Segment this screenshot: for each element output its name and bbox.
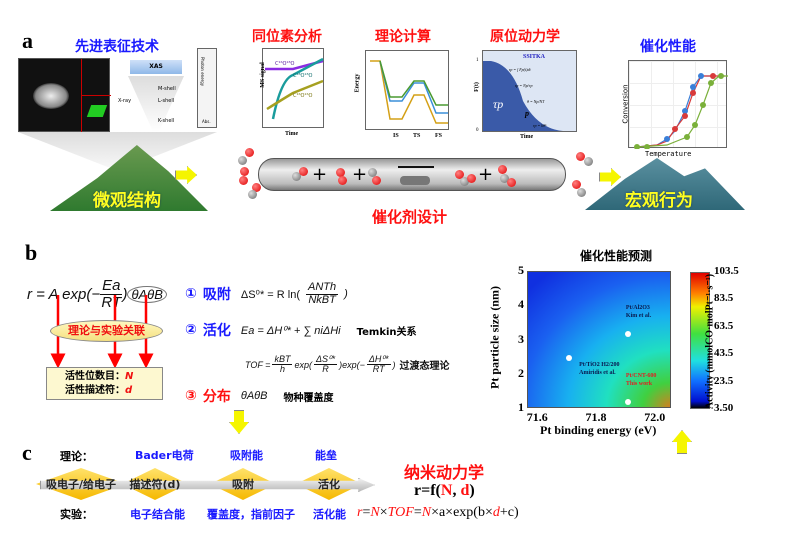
haadf-image [18,58,111,133]
colorbar-tick-label: 43.5 [714,347,734,360]
isotope-curves [265,57,324,120]
colorbar-tick-label: 83.5 [714,292,734,305]
y-ticks: 1 2 3 4 5 [510,263,524,414]
experiment-item: 电子结合能 [130,508,185,521]
y-tick-label: 4 [518,297,524,312]
item-activation: ② 活化 Ea = ΔH⁰* + ∑ niΔHi Temkin关系 [185,322,417,339]
y-tick-label: 3 [518,331,524,346]
isotope-xlabel: Time [285,131,299,137]
experiment-row-label: 实验： [60,508,93,521]
m-shell-label: M-shell [158,86,176,92]
characterization-title: 先进表征技术 [75,39,159,55]
down-arrow-icon [229,410,249,434]
x-axis-label: Pt binding energy (eV) [540,423,657,437]
panel-label-c: c [22,440,32,465]
experiment-item: 覆盖度，指前因子 [207,508,295,521]
theory-row-label: 理论： [60,450,93,463]
colorbar-tick-label: 63.5 [714,319,734,332]
y-tick-label: 2 [518,365,524,380]
isotope-plot: C¹⁶O¹⁸O C¹⁸O¹⁸O C¹⁶O¹⁶O [262,48,324,128]
colorbar-tick-label: 3.50 [714,402,734,414]
experiment-item: 活化能 [313,508,346,521]
theory-title: 理论计算 [375,29,431,45]
nano-kinetics-title: 纳米动力学 [404,463,485,482]
colorbar-tick-label: 23.5 [714,374,734,387]
active-site-box: 活性位数目：N 活性描述符：d [46,367,163,400]
theory-item: Bader电荷 [135,449,194,462]
k-shell-label: K-shell [158,118,175,124]
point-label: Pt/TiO2 H2/200 [579,362,620,369]
point-label: Pt/Al2O3 [625,305,650,312]
kinetics-title: 原位动力学 [490,29,560,45]
colorbar-ticks: 103.5 83.5 63.5 43.5 23.5 3.50 [714,265,754,414]
isotope-title: 同位素分析 [252,29,322,45]
ssitka-plot: SSITKA τp p τp = ∫ Fp(t)dt τp = Np/rp θ … [482,50,577,132]
right-arrow-icon [599,168,621,186]
panel-label-a: a [22,28,33,53]
theory-item: 吸附能 [230,449,263,462]
l-shell-label: L-shell [158,98,175,104]
heatmap-plot: Pt/Al2O3 Kim et al. Pt/TiO2 H2/200 Amiridis… [527,271,671,408]
x-ticks: 71.6 71.8 72.0 [527,410,671,424]
xray-label: X-ray [118,98,132,104]
y-axis-label: Pt particle size (nm) [487,286,502,389]
xas-label: XAS [130,60,182,74]
energy-profile [365,50,449,130]
conversion-plot [628,60,729,150]
data-point [624,399,631,406]
x-tick-label: 72.0 [644,410,666,424]
data-point [624,331,631,338]
point-label: Amiridis et al. [579,370,616,377]
diamond-activation: 活化 [296,468,362,500]
panel-label-b: b [25,240,38,265]
up-arrow-icon [672,430,692,454]
diamond-electron: 吸电子/给电子 [36,468,126,500]
colorbar-label: Activity (mmolCO·molPt⁻¹·s⁻¹) [704,273,716,410]
micro-label: 微观结构 [93,191,161,211]
performance-title: 催化性能 [640,39,696,55]
point-label: Pt/CNT-600 [625,373,657,380]
tof-equation: TOF = kBT h exp( ΔS⁰* R )exp(− ΔH⁰* RT ) 过渡… [245,354,450,375]
item-adsorption: ① 吸附 ΔS⁰* = R ln( ANTh NkBT ) [185,281,348,306]
isotope-ylabel: MS signal [259,62,266,88]
data-point [566,355,573,362]
diamond-adsorption: 吸附 [210,468,276,500]
theory-experiment-link: 理论与实验关联 [50,320,163,342]
rate-function: r=f(N, d) [414,482,475,499]
xas-diagram: XAS M-shell L-shell K-shell X-ray [118,60,196,132]
catalyst-design-label: 催化剂设计 [372,208,448,226]
x-tick-label: 71.8 [585,410,607,424]
colorbar [690,272,710,409]
colorbar-tick-label: 103.5 [714,265,739,277]
macro-label: 宏观行为 [625,191,693,211]
catalyst-bed [400,176,430,185]
point-label: This work [625,381,653,388]
diamond-descriptor: 描述符(d) [122,468,188,500]
point-label: Kim et al. [625,313,652,320]
y-tick-label: 1 [518,400,524,414]
chart-title: 催化性能预测 [580,249,653,263]
x-tick-label: 71.6 [526,410,548,424]
abs-spectrum: Abs. Photon energy [197,48,217,128]
y-tick-label: 5 [518,263,524,277]
flow-arrow-icon [398,166,434,168]
rate-formula: r=N×TOF=N×a×exp(b×d+c) [357,505,519,520]
theory-item: 能垒 [315,449,337,462]
item-distribution: ③ 分布 θAθB 物种覆盖度 [185,388,334,405]
